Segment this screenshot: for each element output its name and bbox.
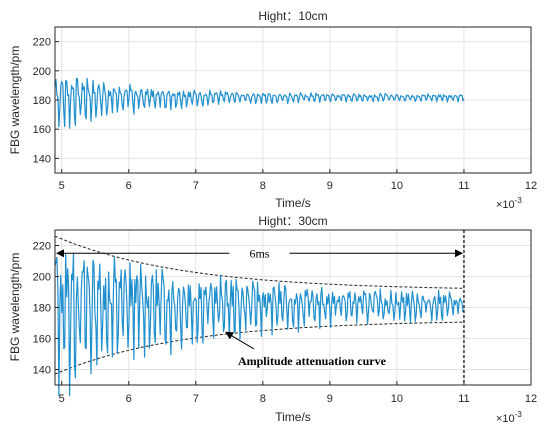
tick-label-y-4: 220 [33, 37, 51, 49]
panel-1-ylabel: FBG wavelength/pm [8, 46, 22, 155]
panel-2-ylabel: FBG wavelength/pm [8, 253, 22, 362]
panel-hight-10cm: Hight：10cm 5 6 7 8 9 10 11 12 140 160 180 200 220 FB… [8, 9, 537, 211]
tick-label-x-1: 6 [126, 180, 132, 192]
tick-label-x-0: 5 [59, 393, 65, 405]
panel-2-title: Hight：30cm [258, 214, 327, 228]
tick-label-x-4: 9 [327, 180, 333, 192]
signal-line-1 [54, 77, 465, 129]
tick-label-y-0: 140 [33, 153, 51, 165]
duration-label: 6ms [249, 246, 269, 260]
panel-1-series [54, 77, 465, 129]
attenuation-curve-label: Amplitude attenuation curve [238, 354, 387, 368]
panel-1-x-exponent: ×10-3 [496, 196, 522, 211]
tick-label-x-2: 7 [193, 393, 199, 405]
tick-label-y-3: 200 [33, 66, 51, 78]
panel-2-xlabel: Time/s [275, 410, 311, 424]
signal-line-2 [54, 252, 465, 397]
tick-label-x-7: 12 [525, 393, 537, 405]
tick-label-x-5: 10 [391, 180, 403, 192]
tick-label-x-6: 11 [458, 180, 469, 192]
tick-label-x-4: 9 [327, 393, 333, 405]
tick-label-y-1: 160 [33, 334, 51, 346]
tick-label-y-4: 220 [33, 241, 51, 253]
panel-2-ticks: 5 6 7 8 9 10 11 12 140 160 180 200 220 [33, 241, 537, 406]
panel-1-title: Hight：10cm [258, 9, 327, 23]
tick-label-x-3: 8 [260, 393, 266, 405]
panel-1-ticks: 5 6 7 8 9 10 11 12 140 160 180 200 220 [33, 37, 537, 192]
panel-2-x-exponent: ×10-3 [496, 410, 522, 425]
tick-label-y-3: 200 [33, 272, 51, 284]
envelope-lower [54, 321, 465, 375]
tick-label-x-6: 11 [458, 393, 469, 405]
tick-label-x-0: 5 [59, 180, 65, 192]
tick-label-y-1: 160 [33, 124, 51, 136]
tick-label-x-7: 12 [525, 180, 537, 192]
tick-label-y-0: 140 [33, 365, 51, 377]
panel-2-envelope [54, 235, 465, 375]
panel-2-series [54, 252, 465, 397]
panel-1-xlabel: Time/s [275, 196, 311, 210]
panel-hight-30cm: Hight：30cm 5 6 7 8 9 10 11 12 140 160 180 200 220 FB… [8, 214, 537, 425]
attenuation-pointer-arrow [225, 331, 255, 350]
tick-label-x-3: 8 [260, 180, 266, 192]
panel-2-annotations: 6ms Amplitude attenuation curve [56, 230, 465, 385]
envelope-upper [54, 235, 465, 289]
tick-label-y-2: 180 [33, 95, 51, 107]
tick-label-x-2: 7 [193, 180, 199, 192]
tick-label-y-2: 180 [33, 303, 51, 315]
tick-label-x-1: 6 [126, 393, 132, 405]
tick-label-x-5: 10 [391, 393, 403, 405]
